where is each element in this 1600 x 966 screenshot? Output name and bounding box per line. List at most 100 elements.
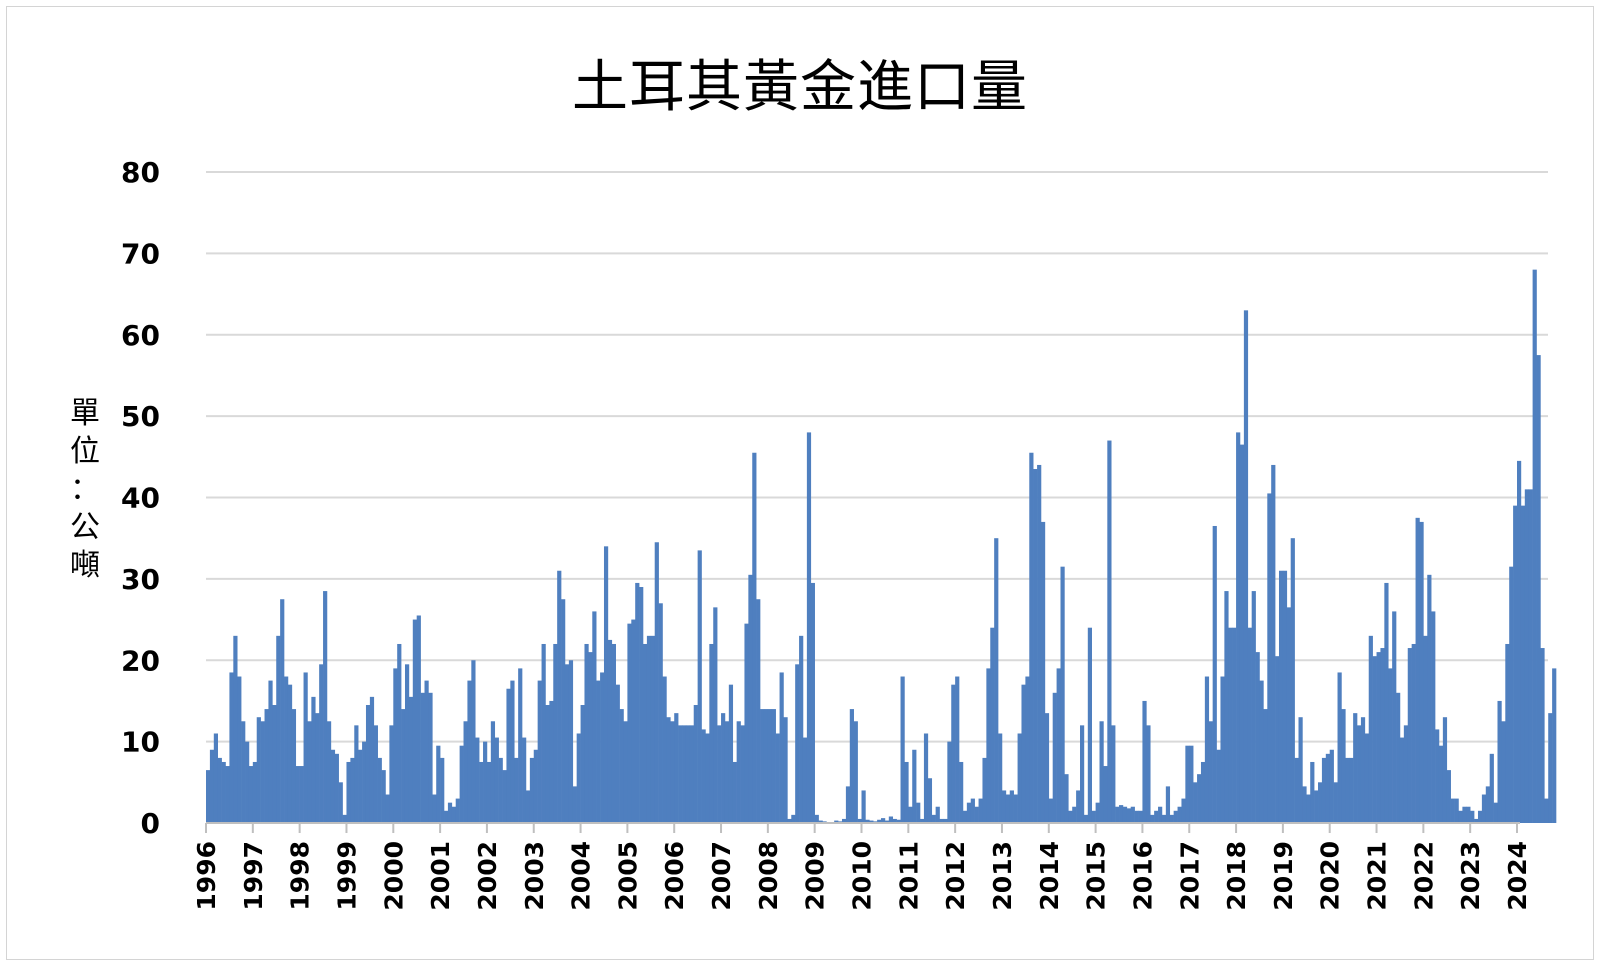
bar <box>401 709 406 823</box>
bar <box>1278 570 1284 823</box>
bar <box>553 643 558 823</box>
bar <box>1040 521 1046 823</box>
x-tick-label: 2005 <box>613 841 642 911</box>
bar <box>518 668 523 823</box>
x-tick-label: 2006 <box>660 841 689 911</box>
bar <box>881 818 886 823</box>
x-tick-label: 2011 <box>894 841 923 911</box>
bar <box>1485 786 1490 823</box>
bar <box>1165 786 1171 823</box>
bar <box>1091 810 1096 823</box>
bar <box>771 709 776 823</box>
x-tick-label: 2017 <box>1175 841 1204 911</box>
bar <box>272 705 277 823</box>
bar <box>631 619 636 823</box>
bar <box>1536 355 1541 823</box>
bar <box>1259 680 1264 823</box>
bar <box>1044 713 1050 823</box>
bar <box>584 643 589 823</box>
y-axis-label-char: 噸 <box>70 548 100 583</box>
bar <box>1520 505 1526 823</box>
bar <box>1025 676 1030 823</box>
bar <box>319 664 324 823</box>
bar <box>1119 805 1124 823</box>
bar <box>245 741 250 824</box>
bar <box>213 733 218 823</box>
bar <box>865 819 870 823</box>
bar <box>1282 570 1288 823</box>
bar <box>1321 757 1327 823</box>
x-tick-label: 2021 <box>1363 841 1392 911</box>
bar <box>1435 729 1440 823</box>
bar <box>1197 774 1202 823</box>
bar <box>959 761 964 823</box>
bar <box>1419 521 1424 823</box>
bar <box>592 611 597 823</box>
bar <box>1509 566 1514 823</box>
bar <box>1146 725 1151 823</box>
bar <box>1255 652 1260 823</box>
bar <box>1263 709 1268 823</box>
bar <box>1134 810 1139 823</box>
bar <box>916 802 921 823</box>
bar <box>1052 692 1057 823</box>
bar <box>1532 269 1537 823</box>
bar <box>1376 652 1381 823</box>
y-tick-label: 20 <box>121 644 160 677</box>
bar <box>1517 460 1522 823</box>
bar <box>1037 464 1042 823</box>
bar <box>1001 790 1007 823</box>
bar <box>1271 464 1276 823</box>
bar <box>1329 749 1334 823</box>
bar <box>1216 749 1221 823</box>
bar <box>1446 770 1451 823</box>
bar <box>763 709 769 823</box>
bar <box>233 635 238 823</box>
bar <box>970 798 975 823</box>
bar <box>1349 757 1354 823</box>
bar <box>529 757 535 823</box>
bar <box>713 607 718 823</box>
bar <box>479 761 484 823</box>
bar <box>697 550 702 823</box>
bar <box>206 770 211 823</box>
bar <box>1107 440 1112 823</box>
bar <box>467 680 472 823</box>
bar <box>1337 672 1342 823</box>
bar <box>1544 798 1549 823</box>
bar <box>1306 794 1311 823</box>
bar <box>627 623 632 823</box>
bar <box>1403 725 1409 823</box>
bar <box>1087 627 1092 823</box>
bar <box>1275 656 1280 823</box>
bar <box>1072 806 1077 823</box>
bar <box>920 818 925 823</box>
bar <box>678 725 683 823</box>
bar <box>334 753 339 823</box>
bar <box>447 802 453 823</box>
bar <box>1474 818 1479 823</box>
bar <box>951 684 956 823</box>
bar <box>1396 692 1401 823</box>
bar <box>814 814 819 823</box>
bar <box>1438 745 1444 823</box>
bar <box>533 749 538 823</box>
bar <box>1450 798 1455 823</box>
bar <box>674 713 679 823</box>
x-tick-label: 2003 <box>520 841 549 911</box>
bar <box>1200 761 1206 823</box>
bar <box>1232 627 1237 823</box>
bar <box>1208 721 1213 823</box>
bar <box>884 820 890 823</box>
bar <box>709 643 714 823</box>
y-tick-label: 40 <box>121 482 160 515</box>
bar <box>490 721 496 823</box>
bar <box>623 721 628 823</box>
bar <box>362 741 367 824</box>
x-tick-label: 2014 <box>1035 841 1064 911</box>
bar <box>385 794 390 823</box>
bar <box>1247 627 1252 823</box>
bar <box>721 713 726 823</box>
bar <box>1345 757 1350 823</box>
bar <box>557 570 562 823</box>
